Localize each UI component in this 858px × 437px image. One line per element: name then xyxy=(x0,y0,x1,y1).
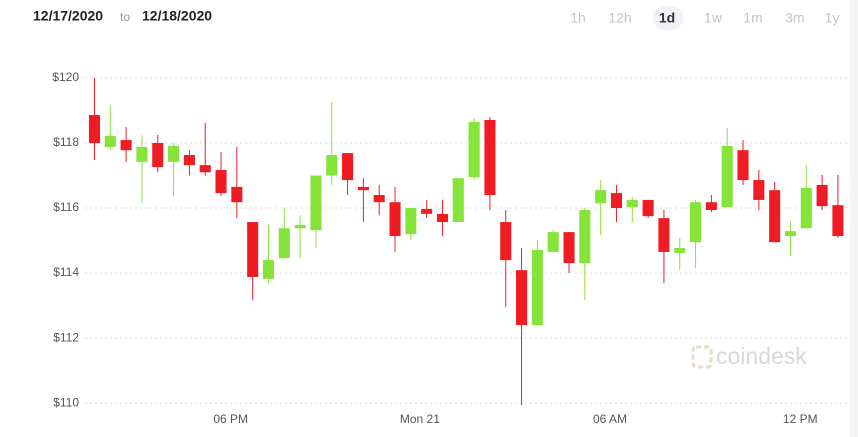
candle-body xyxy=(436,213,449,223)
candle-body xyxy=(247,222,259,277)
active-range-bg xyxy=(653,6,683,30)
candle-body xyxy=(737,150,749,181)
candle-body xyxy=(705,202,717,210)
candle-body xyxy=(484,119,496,196)
candle-body xyxy=(753,180,765,200)
y-tick-label: $114 xyxy=(53,265,79,279)
candle-body xyxy=(183,155,195,166)
range-buttons: 1h 12h 1d 1w 1m 3m 1y xyxy=(570,10,839,26)
candle-body xyxy=(342,153,354,181)
candle-body xyxy=(421,209,433,214)
range-button[interactable]: 1m xyxy=(743,10,762,26)
date-separator: to xyxy=(120,10,130,24)
candle-body xyxy=(832,205,844,237)
candle-body xyxy=(626,199,638,208)
candle-body xyxy=(642,199,654,217)
candle-body xyxy=(357,186,369,191)
candle-body xyxy=(816,184,828,207)
candle-body xyxy=(294,224,306,229)
candle-body xyxy=(531,249,543,326)
y-tick-label: $110 xyxy=(53,395,79,409)
candle-body xyxy=(215,170,227,194)
candle-body xyxy=(120,140,132,151)
range-button[interactable]: 1y xyxy=(825,10,840,26)
y-tick-label: $116 xyxy=(53,200,79,214)
candle-body xyxy=(610,193,623,209)
range-button[interactable]: 12h xyxy=(608,10,631,26)
candle-body xyxy=(658,218,670,252)
range-button[interactable]: 1h xyxy=(570,10,586,26)
y-tick-label: $118 xyxy=(53,135,79,149)
candle-body xyxy=(310,175,322,231)
x-tick-label: 12 PM xyxy=(783,412,818,426)
grid xyxy=(85,77,849,404)
x-tick-label: Mon 21 xyxy=(400,412,440,426)
candle-body xyxy=(231,186,243,203)
candle-body xyxy=(199,165,211,173)
candle-body xyxy=(326,155,338,176)
x-tick-label: 06 PM xyxy=(213,412,248,426)
scroll-edge xyxy=(850,0,858,437)
candle-body xyxy=(800,187,812,229)
candle-body xyxy=(721,145,733,208)
candle-body xyxy=(579,210,591,263)
date-to: 12/18/2020 xyxy=(142,8,212,24)
range-button[interactable]: 1w xyxy=(704,10,723,26)
candle-body xyxy=(278,228,290,259)
candle-body xyxy=(405,208,417,235)
candle-body xyxy=(674,248,686,253)
candle-body xyxy=(88,115,101,144)
candle-body xyxy=(690,202,702,243)
candle-body xyxy=(547,232,559,252)
candle-body xyxy=(452,178,464,223)
candle-body xyxy=(595,190,607,204)
y-tick-label: $120 xyxy=(52,70,79,84)
watermark: coindesk xyxy=(691,343,807,369)
candle-body xyxy=(784,231,797,237)
watermark-text: coindesk xyxy=(716,343,807,369)
range-button[interactable]: 3m xyxy=(785,10,804,26)
candle-body xyxy=(769,190,781,243)
candle-body xyxy=(373,195,385,203)
candle-body xyxy=(500,222,512,261)
candle-body xyxy=(468,121,480,178)
y-tick-label: $112 xyxy=(53,330,79,344)
watermark-icon xyxy=(691,345,713,369)
range-button[interactable]: 1d xyxy=(659,10,675,26)
candle-body xyxy=(516,270,528,326)
candle-body xyxy=(262,260,275,279)
candle-body xyxy=(136,146,148,162)
x-tick-label: 06 AM xyxy=(593,412,627,426)
candle-body xyxy=(168,145,180,162)
candle-body xyxy=(104,135,116,147)
candle-body xyxy=(389,202,401,237)
date-from: 12/17/2020 xyxy=(33,8,103,24)
candle-body xyxy=(152,143,164,168)
candle-body xyxy=(563,232,575,263)
